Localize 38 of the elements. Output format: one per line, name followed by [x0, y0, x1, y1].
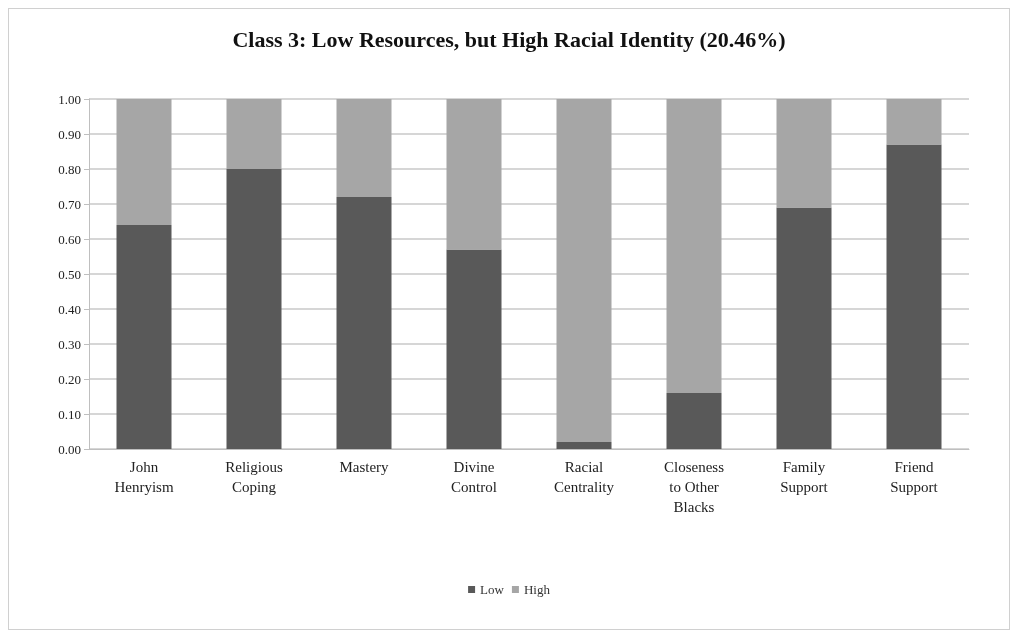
bar — [116, 225, 172, 449]
bar — [776, 99, 832, 208]
y-tick-label: 1.00 — [58, 91, 81, 107]
bar — [666, 99, 722, 393]
bar — [336, 99, 392, 197]
x-tick-label: Closeness to Other Blacks — [664, 459, 725, 515]
y-tick-label: 0.70 — [58, 196, 81, 212]
bar — [886, 144, 942, 449]
x-tick-label: Family Support — [780, 459, 829, 495]
y-tick-label: 0.50 — [58, 266, 81, 282]
y-tick-label: 0.40 — [58, 301, 81, 317]
bar — [446, 99, 502, 250]
bar — [556, 99, 612, 442]
y-tick-label: 0.90 — [58, 126, 81, 142]
y-tick-label: 0.10 — [58, 406, 81, 422]
bar — [116, 99, 172, 225]
x-tick-label: Divine Control — [451, 459, 497, 495]
y-tick-label: 0.80 — [58, 161, 81, 177]
x-tick-label: John Henryism — [114, 459, 174, 495]
bar — [226, 169, 282, 449]
chart-title: Class 3: Low Resources, but High Racial Identity (20.46%) — [232, 26, 786, 52]
legend-label: Low — [480, 582, 505, 597]
bar — [336, 197, 392, 449]
x-tick-label: Racial Centrality — [554, 459, 615, 495]
x-tick-label: Friend Support — [890, 459, 939, 495]
bar — [556, 442, 612, 449]
y-tick-label: 0.20 — [58, 371, 81, 387]
bar — [886, 99, 942, 145]
x-tick-label: Mastery — [339, 459, 390, 475]
bar — [666, 393, 722, 449]
y-tick-label: 0.00 — [58, 441, 81, 457]
y-tick-label: 0.60 — [58, 231, 81, 247]
bar — [226, 99, 282, 169]
bar — [776, 207, 832, 449]
legend-label: High — [523, 582, 551, 597]
x-tick-label: Religious Coping — [225, 459, 283, 495]
bar — [446, 249, 502, 449]
y-tick-label: 0.30 — [58, 336, 81, 352]
